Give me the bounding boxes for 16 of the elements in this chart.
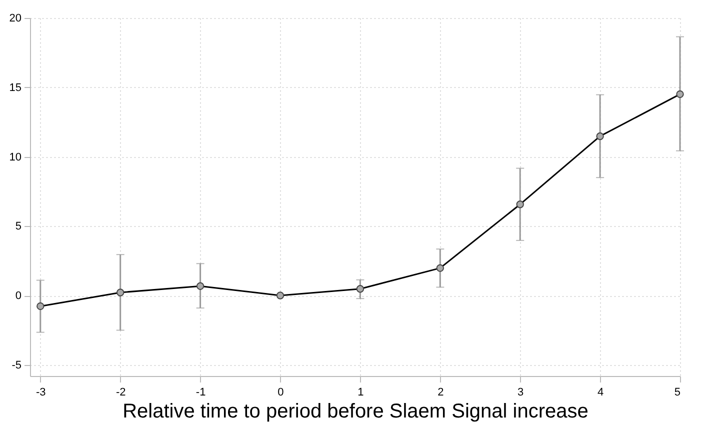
y-tick-label: 20 xyxy=(9,12,22,24)
x-tick-label: 2 xyxy=(438,386,444,398)
y-tick-label: 15 xyxy=(9,82,22,94)
y-tick-label: 0 xyxy=(15,290,22,302)
x-tick-label: 3 xyxy=(518,386,524,398)
x-tick-label: -1 xyxy=(196,386,206,398)
x-tick-label: -2 xyxy=(116,386,126,398)
y-tick-label: 5 xyxy=(15,220,22,233)
y-tick-label: -5 xyxy=(12,359,22,372)
x-tick-label: 4 xyxy=(597,386,604,398)
x-tick-label: 1 xyxy=(358,386,364,398)
x-axis-title: Relative time to period before Slaem Signal increase xyxy=(122,400,588,422)
x-tick-label: 0 xyxy=(278,386,284,398)
x-tick-label: 5 xyxy=(674,386,680,398)
x-tick-label: -3 xyxy=(36,386,46,398)
y-tick-label: 10 xyxy=(9,151,22,164)
